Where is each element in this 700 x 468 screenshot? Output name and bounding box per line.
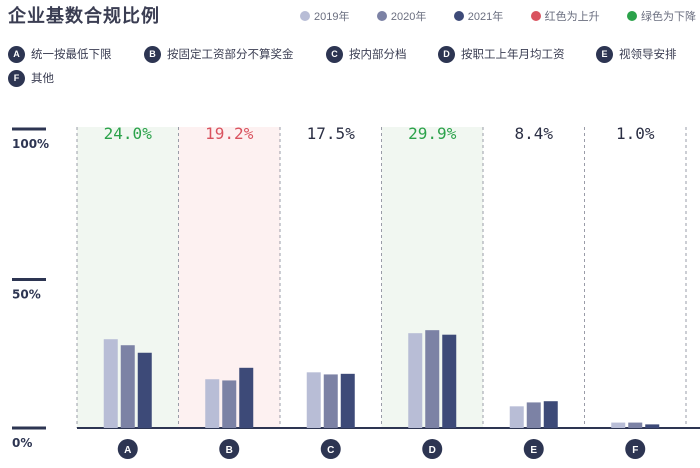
legend-dot-icon [376,11,387,21]
series-legend: 2019年 2020年 2021年 红色为上升 绿色为下降 [300,8,696,24]
bar-b-2021 [239,367,254,428]
legend-label: 红色为上升 [544,11,600,23]
x-tick-label: E [530,445,537,456]
category-badge: F [8,69,25,87]
x-badge-c [320,439,341,459]
legend-dot-icon [300,11,310,21]
bar-d-2019 [408,333,423,428]
value-label-a: 24.0% [104,124,153,143]
bar-a-2019 [103,339,118,428]
legend-item-2021: 2021年 [453,8,504,24]
legend-item-green-down: 绿色为下降 [626,8,696,24]
category-label: 按固定工资部分不算奖金 [167,49,294,61]
value-label-b: 19.2% [205,124,254,143]
column-highlight-b [178,127,280,428]
category-badge: D [438,45,455,63]
bar-a-2020 [120,345,135,428]
legend-label: 绿色为下降 [640,11,696,23]
x-tick-label: C [327,445,334,456]
x-tick-label: A [124,445,131,456]
legend-dot-icon [626,11,637,21]
category-label: 按职工上年月均工资 [461,49,565,61]
x-badge-f [625,439,646,459]
category-badge: A [8,45,25,63]
bar-f-2019 [611,422,626,428]
category-label: 其他 [31,73,54,85]
bar-e-2019 [509,406,524,428]
category-legend-row: F 其他 [8,66,698,90]
bar-c-2019 [306,372,321,428]
legend-label: 2020年 [390,11,427,23]
category-label: 按内部分档 [349,49,407,61]
category-legend-item-f: F 其他 [8,69,54,87]
bar-f-2021 [645,424,660,428]
legend-dot-icon [453,11,464,21]
bar-c-2020 [323,374,338,428]
bar-b-2020 [222,380,237,428]
legend-item-2019: 2019年 [300,8,349,24]
value-label-f: 1.0% [616,124,655,143]
category-badge: E [596,45,613,63]
value-label-c: 17.5% [307,124,356,143]
category-legend-item-a: A 统一按最低下限 [8,45,144,63]
category-legend-item-d: D 按职工上年月均工资 [438,45,596,63]
legend-item-red-up: 红色为上升 [530,8,600,24]
category-label: 统一按最低下限 [31,49,112,61]
category-legend-row: A 统一按最低下限 B 按固定工资部分不算奖金 C 按内部分档 D 按职工上年月… [8,42,698,66]
bar-d-2020 [425,330,440,428]
value-label-d: 29.9% [408,124,457,143]
y-tick-label: 100% [12,137,49,151]
bar-c-2021 [340,373,355,428]
legend-label: 2019年 [314,11,350,23]
category-legend: A 统一按最低下限 B 按固定工资部分不算奖金 C 按内部分档 D 按职工上年月… [8,42,698,90]
category-legend-item-e: E 视领导安排 [596,45,677,63]
legend-dot-icon [530,11,541,21]
x-badge-d [422,439,443,459]
category-label: 视领导安排 [619,49,677,61]
y-tick-label: 50% [12,288,41,302]
bar-b-2019 [205,379,220,428]
chart-title: 企业基数合规比例 [8,6,160,26]
x-tick-label: F [632,445,638,456]
bar-f-2020 [628,422,643,428]
value-label-e: 8.4% [514,124,553,143]
category-legend-item-b: B 按固定工资部分不算奖金 [144,45,326,63]
x-tick-label: B [226,445,233,456]
legend-label: 2021年 [467,11,504,23]
x-tick-label: D [429,445,436,456]
x-badge-a [117,439,138,459]
category-badge: B [144,45,161,63]
category-badge: C [326,45,343,63]
bar-d-2021 [442,334,457,428]
x-badge-b [219,439,240,459]
y-tick-label: 0% [12,436,32,450]
bar-a-2021 [137,352,152,428]
legend-item-2020: 2020年 [376,8,427,24]
x-badge-e [523,439,544,459]
bar-e-2021 [543,401,558,428]
category-legend-item-c: C 按内部分档 [326,45,438,63]
bar-e-2020 [526,402,541,428]
